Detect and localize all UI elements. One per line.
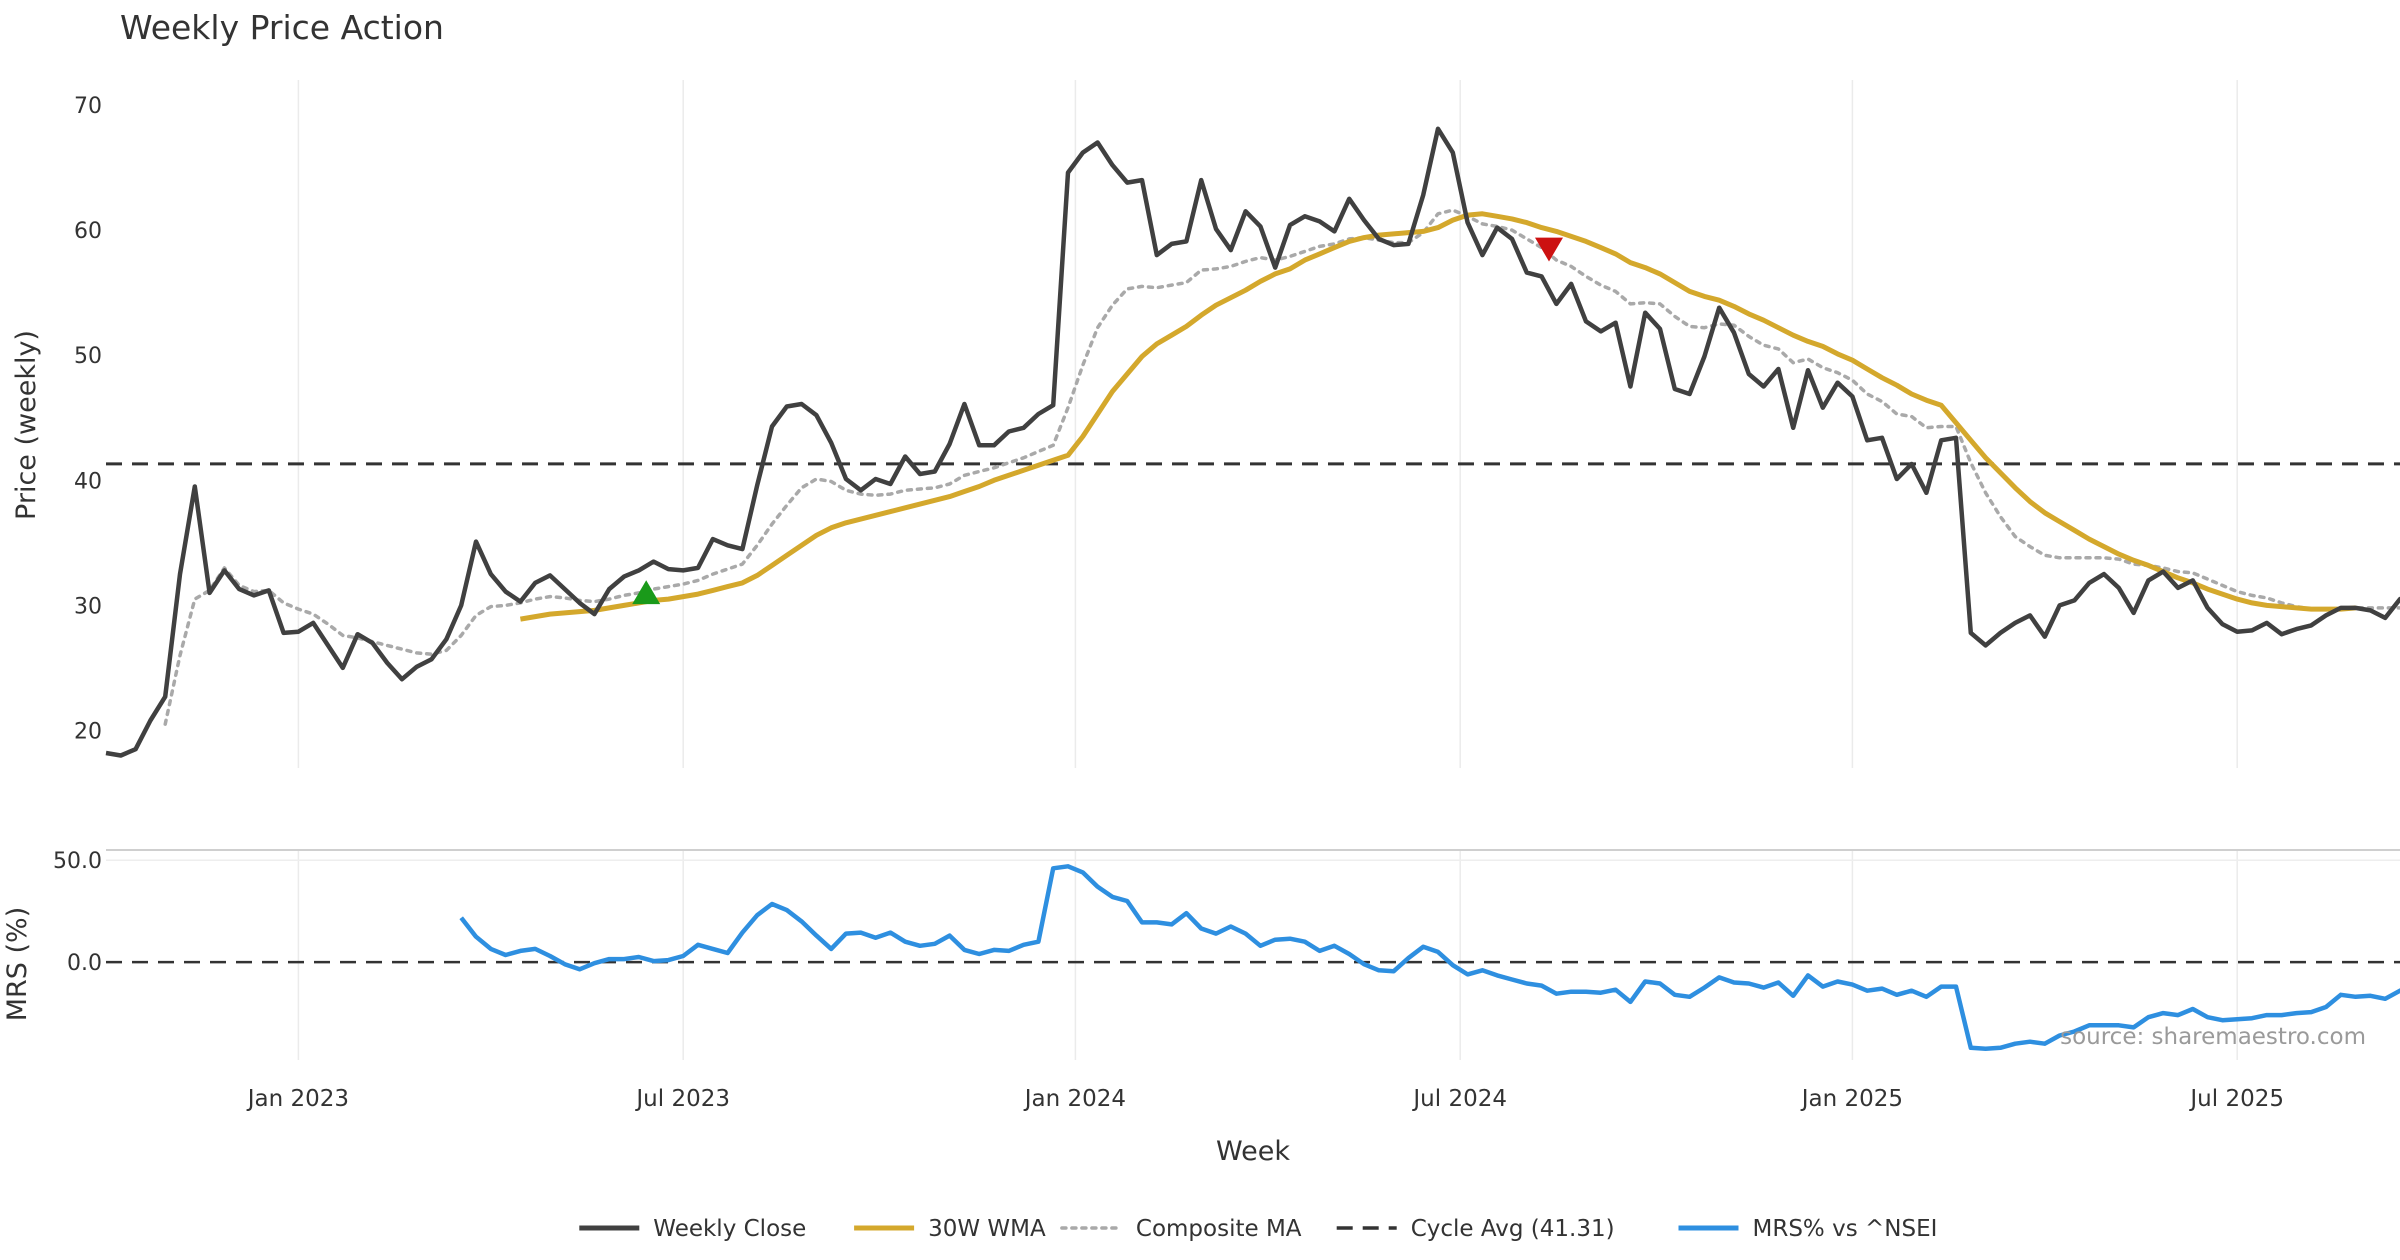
price-y-tick-label: 40: [74, 469, 102, 494]
price-y-tick-label: 70: [74, 94, 102, 119]
price-y-axis-ticks: 20 30 40 50 60 70: [74, 94, 102, 744]
mrs-y-tick-label: 50.0: [53, 849, 102, 874]
price-y-tick-label: 60: [74, 219, 102, 244]
legend-label: MRS% vs ^NSEI: [1753, 1216, 1938, 1242]
x-tick-label: Jan 2024: [1023, 1086, 1126, 1112]
price-y-axis-label: Price (weekly): [11, 330, 42, 520]
x-tick-label: Jul 2025: [2188, 1086, 2284, 1112]
price-y-tick-label: 20: [74, 719, 102, 744]
mrs-y-axis-label: MRS (%): [2, 907, 33, 1022]
wma-30w-line: [519, 211, 2356, 622]
x-tick-label: Jul 2024: [1411, 1086, 1507, 1112]
x-axis-label: Week: [1216, 1136, 1290, 1167]
x-tick-label: Jul 2023: [634, 1086, 730, 1112]
legend-label: Weekly Close: [653, 1216, 806, 1242]
mrs-y-tick-label: 0.0: [67, 951, 102, 976]
legend-label: 30W WMA: [928, 1216, 1046, 1242]
x-tick-label: Jan 2023: [246, 1086, 349, 1112]
composite-ma-line: [163, 208, 2400, 726]
legend-label: Cycle Avg (41.31): [1411, 1216, 1615, 1242]
sell-signal-marker: [1535, 237, 1563, 262]
weekly-close-line: [105, 126, 2400, 758]
chart-title: Weekly Price Action: [120, 8, 444, 47]
legend-label: Composite MA: [1136, 1216, 1302, 1242]
price-y-tick-label: 30: [74, 594, 102, 619]
price-panel-grid: [297, 80, 2238, 768]
price-y-tick-label: 50: [74, 344, 102, 369]
mrs-y-axis-ticks: 0.0 50.0: [53, 849, 102, 976]
x-tick-label: Jan 2025: [1800, 1086, 1903, 1112]
mrs-line: [459, 864, 2400, 1052]
price-series-layer: [105, 126, 2400, 758]
source-note: source: sharemaestro.com: [2060, 1024, 2366, 1050]
x-axis-ticks: Jan 2023 Jul 2023 Jan 2024 Jul 2024 Jan 2025…: [246, 1086, 2284, 1112]
mrs-series-layer: [106, 864, 2400, 1052]
buy-signal-marker: [632, 580, 661, 605]
chart-legend: Weekly Close 30W WMA Composite MA Cycle Avg…: [579, 1216, 1937, 1242]
mrs-panel-grid: [106, 849, 2400, 1060]
